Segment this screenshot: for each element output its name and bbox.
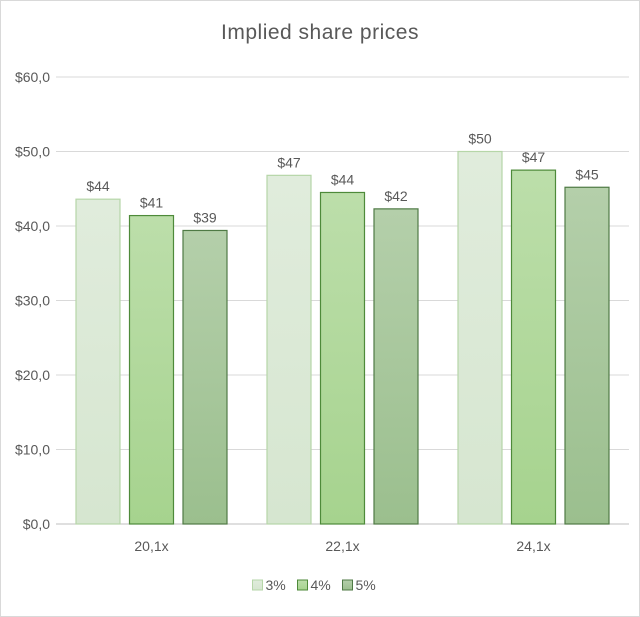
y-tick-label: $50,0	[15, 144, 50, 160]
legend-item: 5%	[342, 577, 376, 593]
y-tick-label: $10,0	[15, 442, 50, 458]
bar-221x-series-1	[319, 191, 366, 525]
y-tick-label: $20,0	[15, 367, 50, 383]
bar-241x-series-2	[564, 186, 610, 525]
legend-swatch	[342, 579, 353, 591]
data-label: $44	[331, 171, 355, 187]
x-tick-label: 22,1x	[325, 538, 359, 554]
bar-241x-series-0	[457, 150, 503, 525]
y-tick-label: $0,0	[23, 516, 50, 532]
data-label: $44	[86, 178, 110, 194]
y-tick-label: $30,0	[15, 293, 50, 309]
chart-title: Implied share prices	[221, 21, 419, 44]
data-label: $47	[277, 154, 301, 170]
data-label: $50	[468, 131, 492, 147]
x-tick-label: 24,1x	[516, 538, 550, 554]
bar-201x-series-0	[75, 198, 121, 525]
legend-item: 3%	[252, 577, 286, 593]
bar-201x-series-1	[128, 214, 175, 525]
y-tick-label: $40,0	[15, 218, 50, 234]
bar-221x-series-0	[266, 174, 312, 525]
bar-201x-series-2	[182, 229, 228, 525]
data-label: $47	[522, 149, 546, 165]
legend-label: 5%	[356, 577, 376, 593]
legend-label: 4%	[311, 577, 331, 593]
bar-241x-series-1	[510, 169, 557, 525]
legend-swatch	[297, 579, 308, 591]
data-label: $41	[140, 195, 164, 211]
y-tick-label: $60,0	[15, 69, 50, 85]
legend-item: 4%	[297, 577, 331, 593]
bar-221x-series-2	[373, 208, 419, 525]
x-tick-label: 20,1x	[134, 538, 168, 554]
data-label: $42	[384, 188, 408, 204]
data-label: $45	[575, 166, 599, 182]
legend-swatch	[252, 579, 263, 591]
legend-label: 3%	[266, 577, 286, 593]
data-label: $39	[193, 209, 217, 225]
